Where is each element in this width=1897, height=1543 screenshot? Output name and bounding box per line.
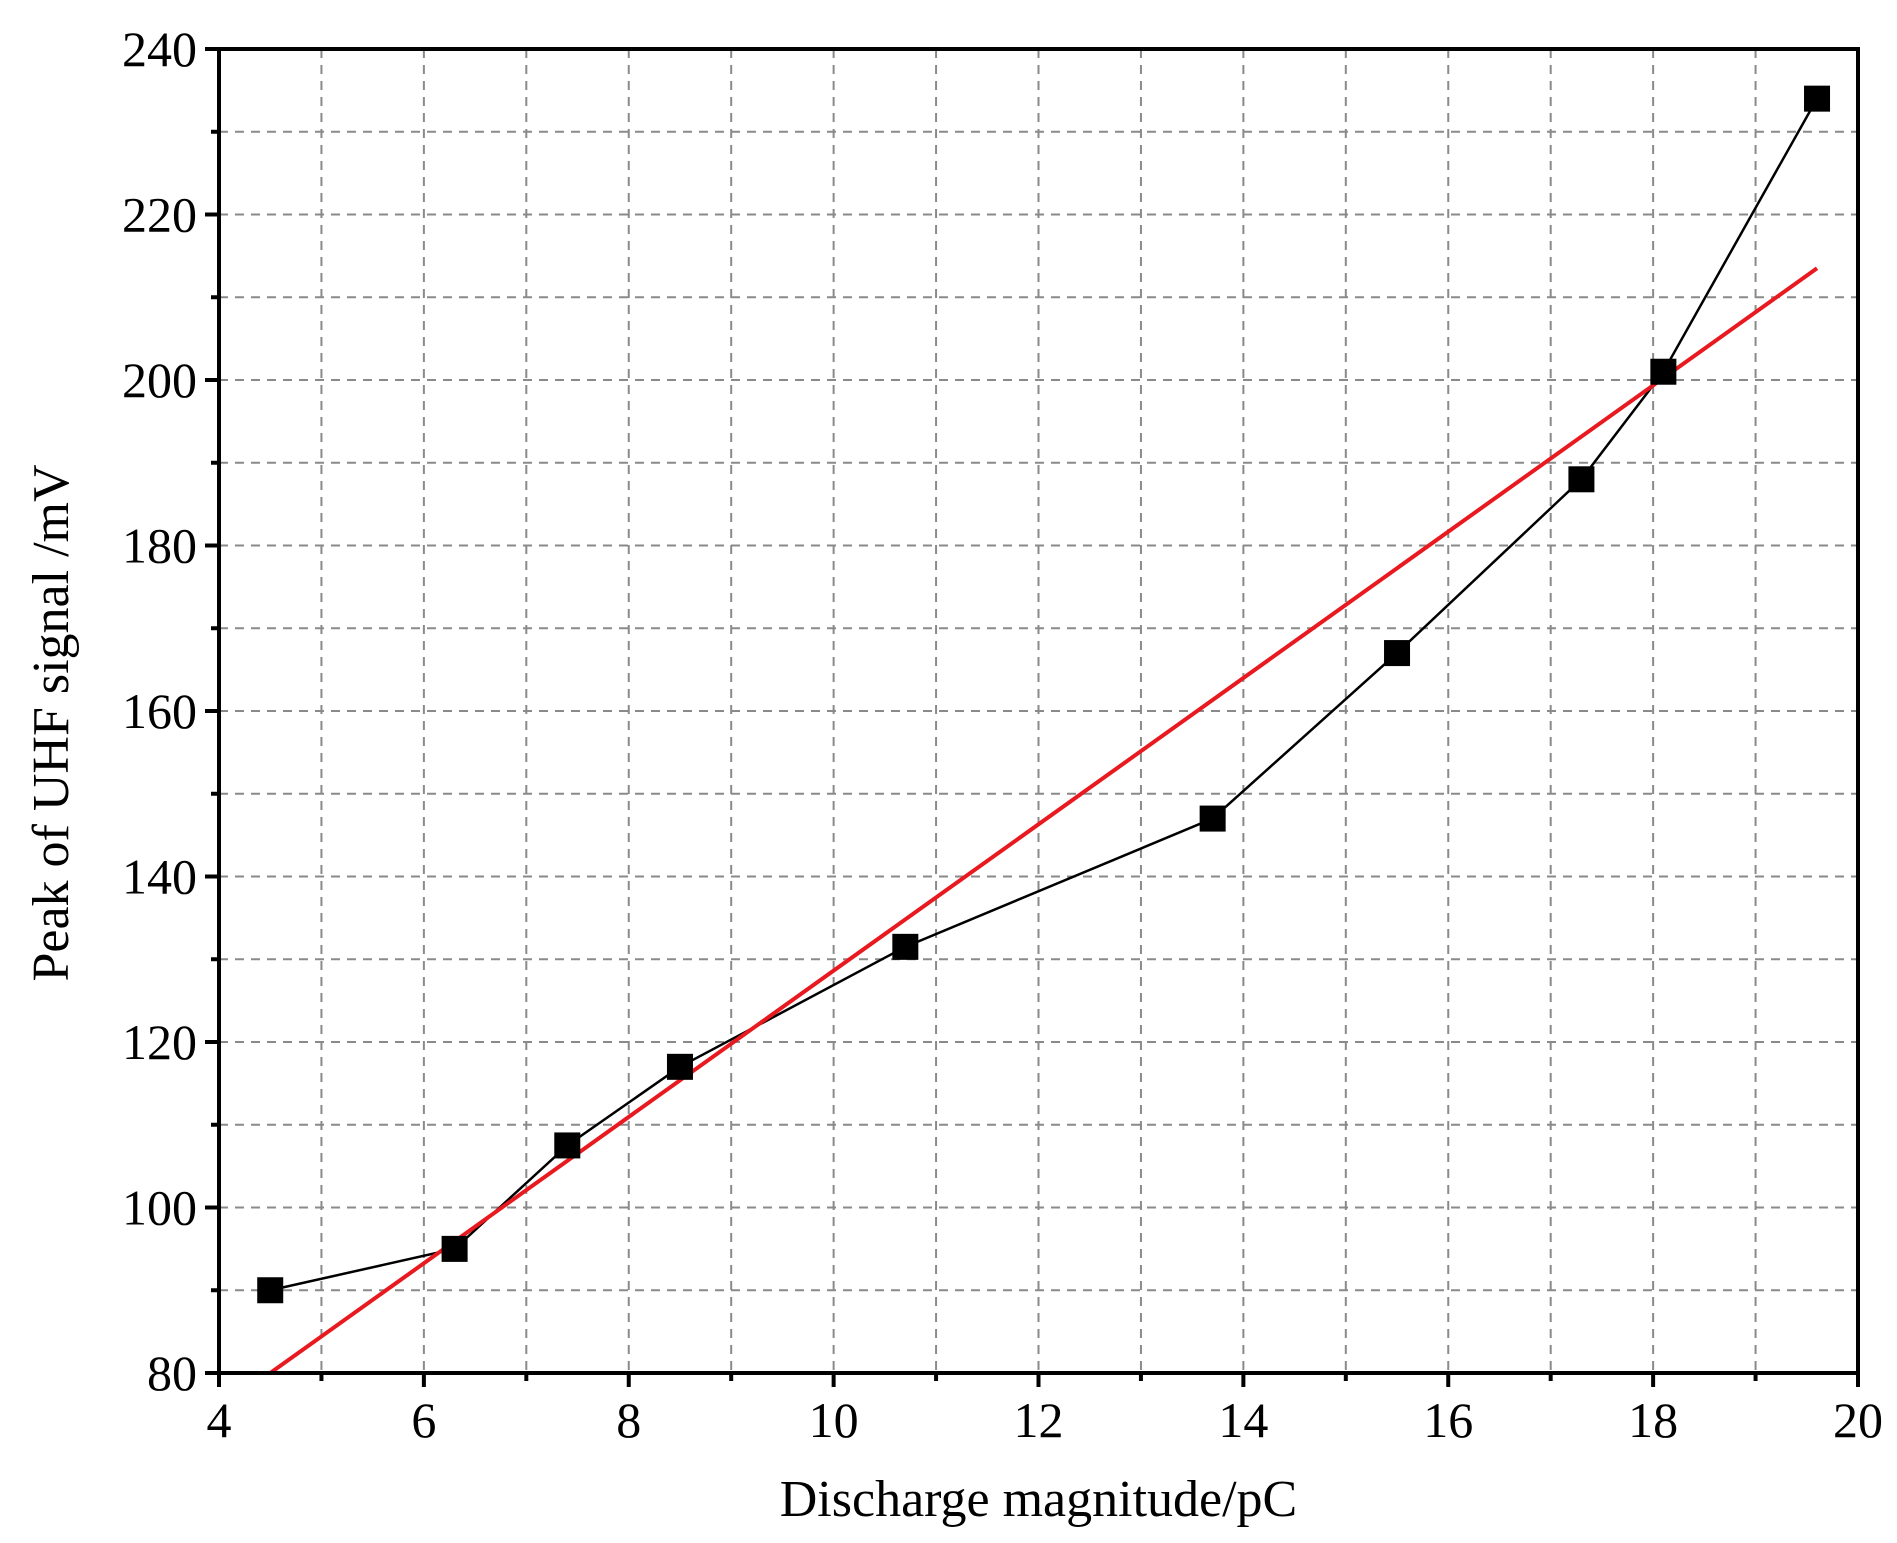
- x-axis-title: Discharge magnitude/pC: [780, 1471, 1298, 1528]
- data-point-marker: [554, 1132, 581, 1159]
- data-point-marker: [257, 1277, 284, 1304]
- x-tick-label: 18: [1628, 1392, 1678, 1448]
- data-point-marker: [1804, 85, 1831, 112]
- axis-ticks: [205, 47, 1860, 1387]
- data-point-marker: [1199, 805, 1226, 832]
- y-axis-title: Peak of UHF signal /mV: [23, 464, 80, 981]
- data-point-marker: [1384, 640, 1411, 667]
- y-tick-label: 160: [122, 683, 197, 739]
- y-tick-label: 180: [122, 518, 197, 574]
- data-point-marker: [892, 933, 919, 960]
- data-point-marker: [1568, 466, 1595, 493]
- data-point-marker: [1650, 358, 1677, 385]
- x-tick-label: 8: [616, 1392, 641, 1448]
- grid: [219, 49, 1858, 1373]
- data-point-marker: [441, 1235, 468, 1262]
- y-tick-label: 240: [122, 21, 197, 77]
- x-tick-label: 12: [1014, 1392, 1064, 1448]
- y-tick-label: 80: [147, 1345, 197, 1401]
- y-tick-label: 140: [122, 849, 197, 905]
- x-tick-label: 20: [1833, 1392, 1883, 1448]
- data-point-marker: [666, 1053, 693, 1080]
- data-series-line: [269, 98, 1819, 1292]
- y-tick-label: 120: [122, 1014, 197, 1070]
- fit-line: [269, 266, 1819, 1375]
- plot-frame: [217, 47, 1860, 1375]
- y-tick-label: 100: [122, 1180, 197, 1236]
- x-tick-label: 16: [1423, 1392, 1473, 1448]
- y-tick-label: 220: [122, 187, 197, 243]
- x-tick-label: 6: [411, 1392, 436, 1448]
- series: [257, 85, 1831, 1375]
- y-tick-label: 200: [122, 352, 197, 408]
- x-tick-label: 4: [207, 1392, 232, 1448]
- x-tick-label: 10: [809, 1392, 859, 1448]
- tick-labels: 4 6 8 10 12 14 16 18 20 80 100 120 140 160 180 200 220 24…: [122, 21, 1883, 1448]
- x-tick-label: 14: [1218, 1392, 1268, 1448]
